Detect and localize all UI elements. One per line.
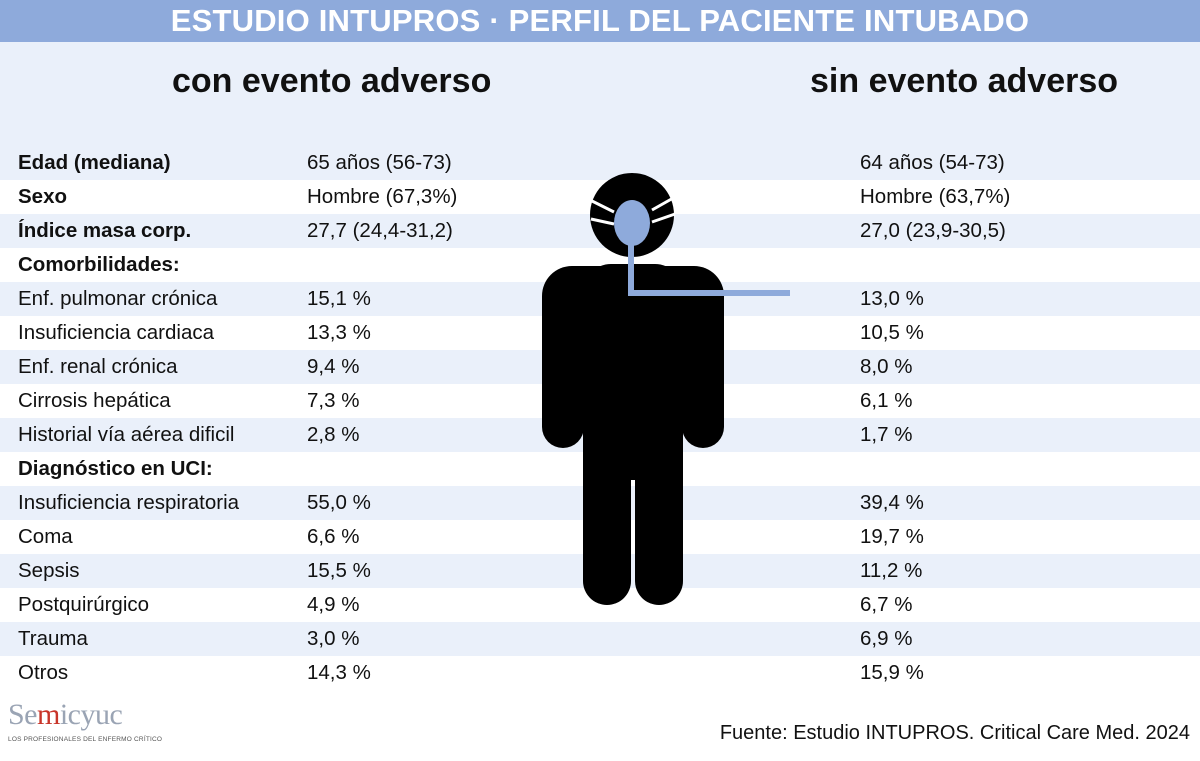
value-with-event: 15,1 % [307, 287, 371, 310]
figure-right-leg [635, 415, 683, 605]
value-with-event: 65 años (56-73) [307, 151, 452, 174]
row-label: Insuficiencia respiratoria [18, 491, 240, 514]
value-without-event: 8,0 % [860, 355, 913, 378]
figure-right-arm [682, 300, 724, 448]
figure-left-leg [583, 415, 631, 605]
value-with-event: Hombre (67,3%) [307, 185, 458, 208]
header-without-event: sin evento adverso [810, 62, 1119, 100]
value-without-event: 19,7 % [860, 525, 924, 548]
table-row: Insuficiencia respiratoria 55,0 % 39,4 % [0, 486, 1200, 520]
value-with-event: 13,3 % [307, 321, 371, 344]
value-with-event: 3,0 % [307, 627, 360, 650]
row-label: Enf. pulmonar crónica [18, 287, 218, 310]
table-row: Trauma 3,0 % 6,9 % [0, 622, 1200, 656]
row-label: Postquirúrgico [18, 593, 150, 616]
table-row: Historial vía aérea dificil 2,8 % 1,7 % [0, 418, 1200, 452]
value-without-event: Hombre (63,7%) [860, 185, 1011, 208]
value-without-event: 64 años (54-73) [860, 151, 1005, 174]
value-without-event: 10,5 % [860, 321, 924, 344]
value-without-event: 27,0 (23,9-30,5) [860, 219, 1006, 242]
row-label: Trauma [18, 627, 88, 650]
value-without-event: 6,7 % [860, 593, 913, 616]
value-with-event: 4,9 % [307, 593, 360, 616]
value-with-event: 9,4 % [307, 355, 360, 378]
value-with-event: 6,6 % [307, 525, 360, 548]
value-without-event: 1,7 % [860, 423, 913, 446]
row-label: Diagnóstico en UCI: [18, 457, 213, 480]
value-with-event: 14,3 % [307, 661, 371, 684]
value-without-event: 6,1 % [860, 389, 913, 412]
row-label: Sexo [18, 185, 67, 208]
row-label: Historial vía aérea dificil [18, 423, 235, 446]
value-with-event: 7,3 % [307, 389, 360, 412]
page-title: ESTUDIO INTUPROS · PERFIL DEL PACIENTE I… [0, 0, 1200, 42]
table-row: Sepsis 15,5 % 11,2 % [0, 554, 1200, 588]
value-with-event: 15,5 % [307, 559, 371, 582]
value-without-event: 6,9 % [860, 627, 913, 650]
row-label: Sepsis [18, 559, 80, 582]
value-with-event: 2,8 % [307, 423, 360, 446]
logo-wordmark: Semicyuc [8, 698, 123, 731]
table-row: Índice masa corp. 27,7 (24,4-31,2) 27,0 (2… [0, 214, 1200, 248]
row-label: Coma [18, 525, 73, 548]
source-citation: Fuente: Estudio INTUPROS. Critical Care … [719, 722, 1190, 744]
header-with-event: con evento adverso [172, 62, 492, 100]
row-label: Comorbilidades: [18, 253, 180, 276]
value-without-event: 39,4 % [860, 491, 924, 514]
value-without-event: 13,0 % [860, 287, 924, 310]
row-label: Otros [18, 661, 69, 684]
endotracheal-tube [589, 195, 790, 296]
row-label: Insuficiencia cardiaca [18, 321, 214, 344]
row-label: Cirrosis hepática [18, 389, 171, 412]
table-row: Otros 14,3 % 15,9 % [0, 656, 1200, 690]
row-label: Enf. renal crónica [18, 355, 178, 378]
row-label: Índice masa corp. [18, 219, 192, 242]
table-row: Edad (mediana) 65 años (56-73) 64 años (54… [0, 146, 1200, 180]
table-row: Enf. renal crónica 9,4 % 8,0 % [0, 350, 1200, 384]
semicyuc-logo: Semicyuc LOS PROFESIONALES DEL ENFERMO C… [8, 698, 163, 744]
value-without-event: 11,2 % [860, 559, 923, 582]
table-row: Postquirúrgico 4,9 % 6,7 % [0, 588, 1200, 622]
table-row: Enf. pulmonar crónica 15,1 % 13,0 % [0, 282, 1200, 316]
row-label: Edad (mediana) [18, 151, 171, 174]
figure-left-arm [542, 300, 584, 448]
mask-icon [614, 200, 650, 246]
value-with-event: 55,0 % [307, 491, 371, 514]
logo-tagline: LOS PROFESIONALES DEL ENFERMO CRÍTICO [8, 736, 163, 743]
value-without-event: 15,9 % [860, 661, 924, 684]
value-with-event: 27,7 (24,4-31,2) [307, 219, 453, 242]
